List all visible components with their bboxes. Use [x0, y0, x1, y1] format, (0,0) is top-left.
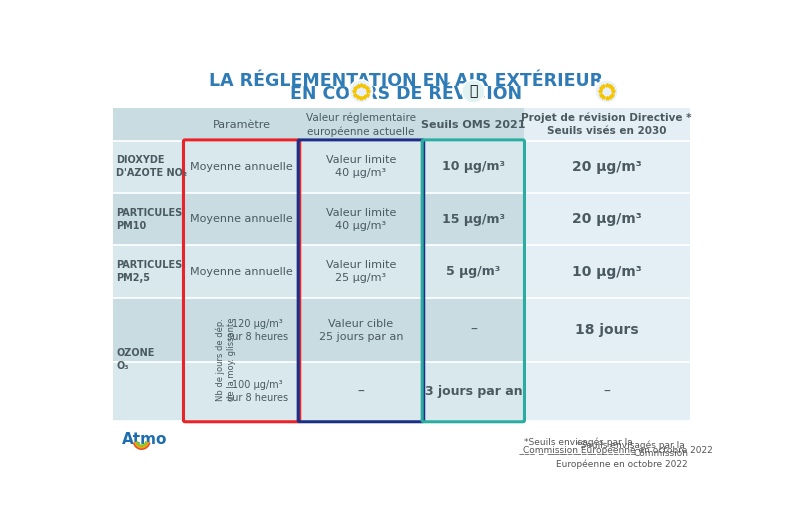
Bar — [113, 141, 185, 193]
Text: DIOXYDE
D'AZOTE NO₂: DIOXYDE D'AZOTE NO₂ — [116, 155, 187, 178]
Bar — [524, 298, 690, 363]
Text: –: – — [604, 385, 610, 399]
Bar — [113, 363, 185, 421]
Bar — [185, 298, 299, 363]
Bar — [524, 246, 690, 298]
Text: 5 μg/m³: 5 μg/m³ — [446, 265, 501, 278]
Circle shape — [462, 80, 485, 103]
Bar — [423, 363, 524, 421]
Bar — [423, 108, 524, 141]
Text: PARTICULES
PM10: PARTICULES PM10 — [116, 208, 182, 231]
Text: 100 μg/m³
sur 8 heures: 100 μg/m³ sur 8 heures — [227, 380, 287, 403]
Text: *Seuils envisagés par la: *Seuils envisagés par la — [577, 441, 688, 451]
Bar — [423, 193, 524, 246]
Text: Valeur réglementaire
européenne actuelle: Valeur réglementaire européenne actuelle — [306, 112, 416, 137]
Text: Seuils OMS 2021: Seuils OMS 2021 — [421, 120, 526, 130]
Circle shape — [463, 81, 483, 102]
Bar — [423, 141, 524, 193]
Text: Valeur cible
25 jours par an: Valeur cible 25 jours par an — [318, 319, 403, 342]
Text: 10 μg/m³: 10 μg/m³ — [442, 161, 505, 174]
Bar — [185, 363, 299, 421]
Bar — [299, 246, 423, 298]
Text: 20 μg/m³: 20 μg/m³ — [572, 160, 642, 174]
Text: Paramètre: Paramètre — [212, 120, 271, 130]
Text: Atmo: Atmo — [122, 432, 168, 447]
Bar — [185, 193, 299, 246]
Text: PARTICULES
PM2,5: PARTICULES PM2,5 — [116, 260, 182, 283]
Bar — [113, 298, 185, 363]
Text: Valeur limite
40 μg/m³: Valeur limite 40 μg/m³ — [326, 155, 396, 179]
Text: Moyenne annuelle: Moyenne annuelle — [190, 214, 293, 224]
Text: Moyenne annuelle: Moyenne annuelle — [190, 267, 293, 277]
Bar — [524, 193, 690, 246]
Bar — [299, 298, 423, 363]
Bar — [524, 141, 690, 193]
Text: 🌍: 🌍 — [469, 84, 478, 98]
Circle shape — [349, 80, 372, 103]
Text: Commission
Européenne en octobre 2022: Commission Européenne en octobre 2022 — [556, 449, 688, 469]
Text: ̲C̲o̲m̲m̲i̲s̲s̲i̲o̲n̲ ̲E̲u̲r̲o̲p̲é̲e̲n̲n̲e̲ en octobre 2022: ̲C̲o̲m̲m̲i̲s̲s̲i̲o̲n̲ ̲E̲u̲r̲o̲p̲é̲e̲n̲n… — [524, 445, 714, 455]
Text: –: – — [357, 385, 364, 399]
Bar — [113, 108, 185, 141]
Text: Moyenne annuelle: Moyenne annuelle — [190, 162, 293, 172]
Circle shape — [595, 80, 619, 103]
Text: Projet de révision Directive *
Seuils visés en 2030: Projet de révision Directive * Seuils vi… — [521, 113, 692, 136]
Text: OZONE
O₃: OZONE O₃ — [116, 348, 154, 371]
Circle shape — [351, 81, 371, 102]
Bar — [423, 246, 524, 298]
Bar — [185, 246, 299, 298]
Bar — [185, 141, 299, 193]
Bar — [299, 141, 423, 193]
Bar — [113, 246, 185, 298]
Text: LA RÉGLEMENTATION EN AIR EXTÉRIEUR: LA RÉGLEMENTATION EN AIR EXTÉRIEUR — [209, 73, 603, 91]
Text: 20 μg/m³: 20 μg/m³ — [572, 212, 642, 226]
Text: 10 μg/m³: 10 μg/m³ — [572, 265, 642, 279]
Bar — [185, 108, 299, 141]
Text: Valeur limite
40 μg/m³: Valeur limite 40 μg/m³ — [326, 208, 396, 231]
Text: *Seuils envisagés par la: *Seuils envisagés par la — [524, 437, 635, 447]
Bar — [524, 108, 690, 141]
Text: EN COURS DE RÉVISION: EN COURS DE RÉVISION — [290, 85, 522, 103]
Text: 18 jours: 18 jours — [575, 323, 638, 337]
Bar — [524, 363, 690, 421]
Text: Valeur limite
25 μg/m³: Valeur limite 25 μg/m³ — [326, 260, 396, 283]
Circle shape — [596, 81, 617, 102]
Text: 120 μg/m³
sur 8 heures: 120 μg/m³ sur 8 heures — [227, 319, 287, 341]
Text: 3 jours par an: 3 jours par an — [425, 385, 522, 398]
Text: 15 μg/m³: 15 μg/m³ — [442, 213, 505, 226]
Bar — [299, 363, 423, 421]
Bar — [113, 193, 185, 246]
Bar — [299, 193, 423, 246]
Bar — [423, 298, 524, 363]
Text: –: – — [470, 323, 477, 337]
Bar — [299, 108, 423, 141]
Text: Nb de jours de dép.
de la moy. glissante: Nb de jours de dép. de la moy. glissante — [215, 318, 236, 401]
